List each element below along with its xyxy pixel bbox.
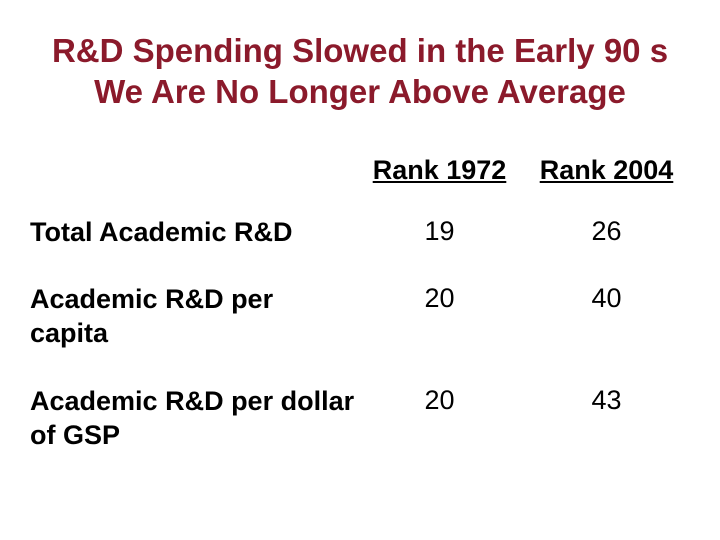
column-header-2004: Rank 2004 — [523, 155, 690, 186]
table-header-row: Rank 1972 Rank 2004 — [30, 155, 690, 186]
row-value-cell: 40 — [523, 283, 690, 314]
row-label-cell: Academic R&D per capita — [30, 283, 356, 351]
table-row: Academic R&D per dollar of GSP 20 43 — [30, 385, 690, 453]
row-label-cell: Academic R&D per dollar of GSP — [30, 385, 356, 453]
col-header-label: Rank 1972 — [373, 155, 507, 185]
table-row: Academic R&D per capita 20 40 — [30, 283, 690, 351]
row-value-cell: 43 — [523, 385, 690, 416]
row-value: 20 — [424, 283, 454, 313]
slide-title: R&D Spending Slowed in the Early 90 s We… — [30, 30, 690, 113]
row-value-cell: 20 — [356, 283, 523, 314]
row-value: 40 — [591, 283, 621, 313]
title-line-2: We Are No Longer Above Average — [94, 73, 626, 110]
row-value: 26 — [591, 216, 621, 246]
row-value-cell: 19 — [356, 216, 523, 247]
row-label: Academic R&D per dollar of GSP — [30, 386, 354, 450]
row-value: 20 — [424, 385, 454, 415]
table-row: Total Academic R&D 19 26 — [30, 216, 690, 250]
rank-table: Rank 1972 Rank 2004 Total Academic R&D 1… — [30, 155, 690, 453]
column-header-1972: Rank 1972 — [356, 155, 523, 186]
row-value: 19 — [424, 216, 454, 246]
row-label-cell: Total Academic R&D — [30, 216, 356, 250]
row-value-cell: 20 — [356, 385, 523, 416]
col-header-label: Rank 2004 — [540, 155, 674, 185]
row-value-cell: 26 — [523, 216, 690, 247]
title-line-1: R&D Spending Slowed in the Early 90 s — [52, 32, 668, 69]
row-label: Academic R&D per capita — [30, 284, 273, 348]
row-value: 43 — [591, 385, 621, 415]
row-label: Total Academic R&D — [30, 217, 293, 247]
header-spacer — [30, 155, 356, 186]
